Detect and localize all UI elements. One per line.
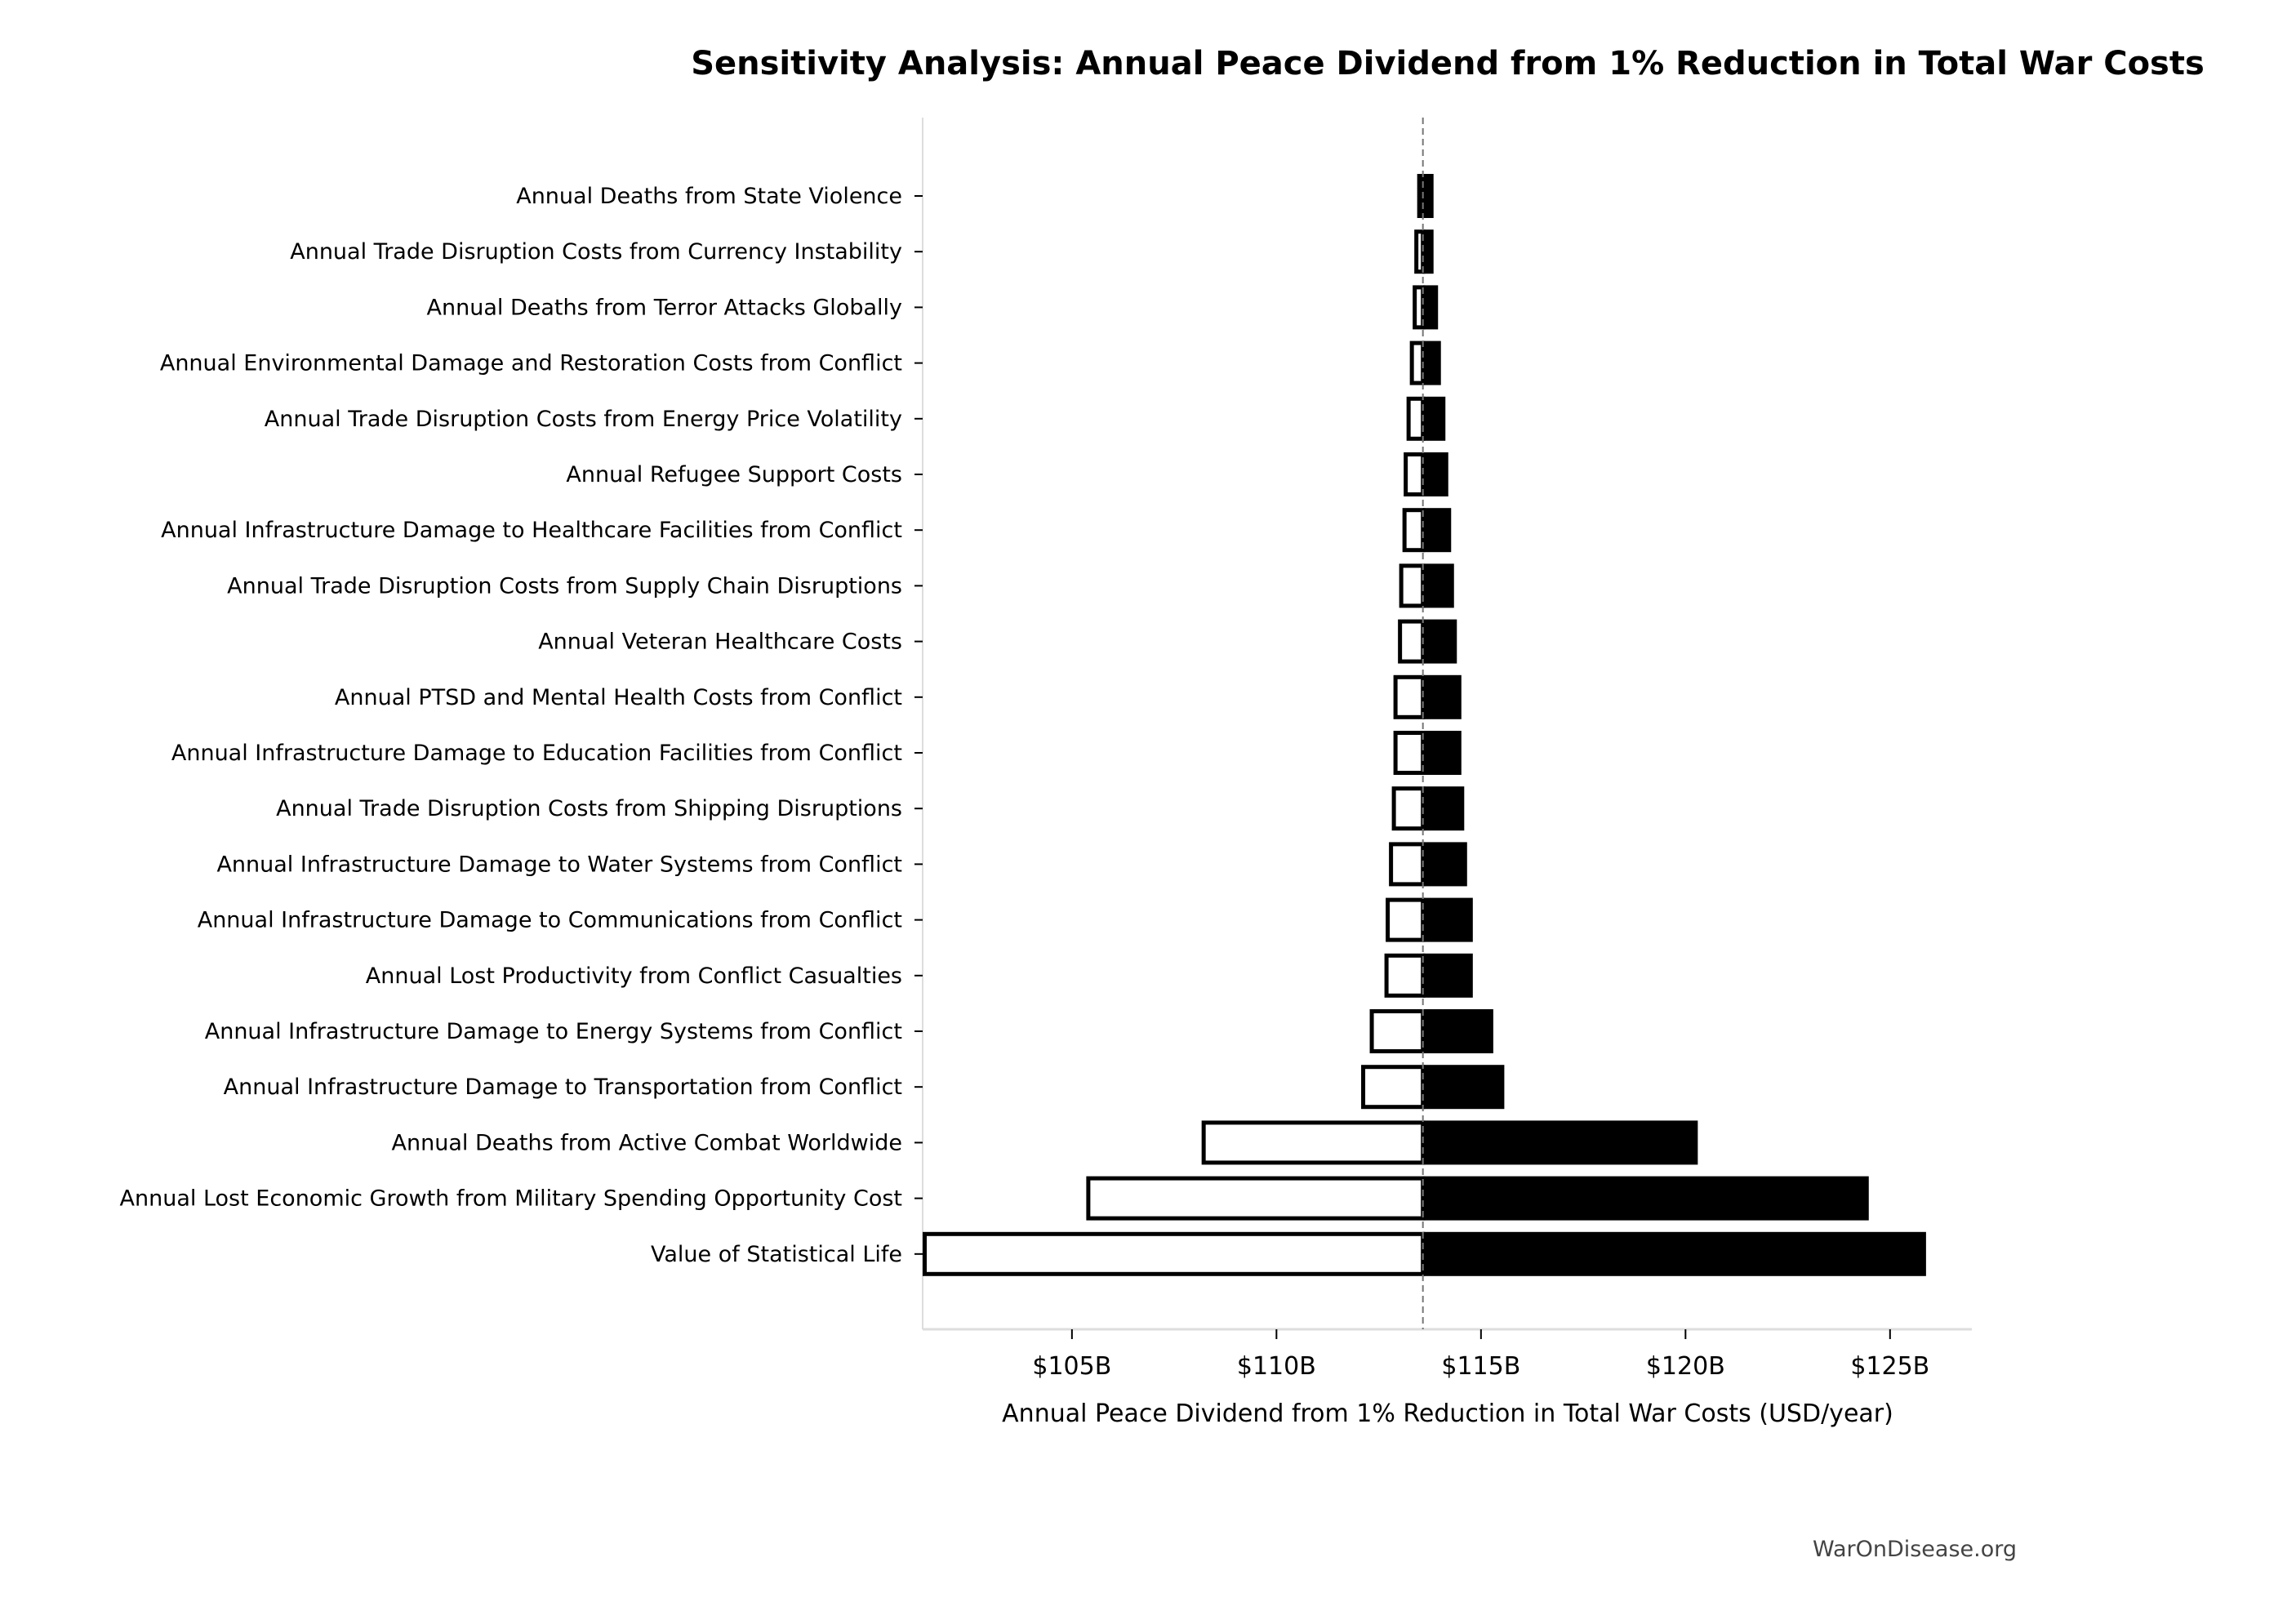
bar-high: [1422, 340, 1441, 385]
bar-high: [1422, 674, 1462, 719]
y-tick-label: Annual Deaths from Active Combat Worldwi…: [392, 1130, 902, 1155]
bar-low: [1391, 786, 1426, 831]
bar-low: [1389, 842, 1426, 887]
y-tick-label: Value of Statistical Life: [651, 1242, 902, 1267]
y-tick-label: Annual Infrastructure Damage to Transpor…: [224, 1075, 902, 1100]
y-tick-label: Annual Deaths from Terror Attacks Global…: [427, 295, 902, 320]
bar-low: [1398, 619, 1426, 664]
bar-high: [1422, 1176, 1869, 1221]
bar-low: [1399, 563, 1426, 608]
y-tick-label: Annual Trade Disruption Costs from Shipp…: [276, 796, 902, 821]
bar-low: [1086, 1176, 1426, 1221]
bar-low: [1369, 1009, 1426, 1053]
bar-low: [1384, 953, 1426, 998]
y-tick-label: Annual Infrastructure Damage to Educatio…: [171, 741, 902, 766]
bar-low: [1402, 508, 1426, 553]
bar-high: [1422, 1120, 1698, 1165]
bar-low: [1201, 1120, 1426, 1165]
y-tick-label: Annual Infrastructure Damage to Healthca…: [161, 518, 902, 543]
x-tick-label: $125B: [1850, 1352, 1929, 1381]
x-tick-label: $120B: [1646, 1352, 1725, 1381]
y-tick-label: Annual Refugee Support Costs: [566, 462, 902, 487]
bar-low: [1361, 1065, 1426, 1110]
bar-high: [1422, 396, 1446, 441]
x-axis-label: Annual Peace Dividend from 1% Reduction …: [1002, 1400, 1893, 1428]
bar-high: [1422, 842, 1467, 887]
bar-high: [1422, 1009, 1493, 1053]
bar-high: [1422, 786, 1465, 831]
bar-high: [1422, 174, 1434, 218]
bar-high: [1422, 897, 1473, 942]
bar-low: [1406, 396, 1426, 441]
y-tick-label: Annual Lost Economic Growth from Militar…: [120, 1186, 902, 1212]
x-tick-label: $115B: [1441, 1352, 1520, 1381]
y-tick-label: Annual Veteran Healthcare Costs: [538, 630, 902, 655]
bar-high: [1422, 229, 1434, 274]
bar-low: [1393, 674, 1426, 719]
y-tick-label: Annual PTSD and Mental Health Costs from…: [335, 685, 902, 710]
y-tick-label: Annual Infrastructure Damage to Energy S…: [205, 1019, 902, 1044]
bar-low: [1409, 340, 1426, 385]
bar-low: [1414, 229, 1426, 274]
watermark: WarOnDisease.org: [1813, 1537, 2017, 1562]
bar-high: [1422, 508, 1452, 553]
bar-low: [1393, 731, 1426, 775]
bar-high: [1422, 1231, 1926, 1276]
y-tick-label: Annual Infrastructure Damage to Communic…: [198, 908, 902, 933]
chart-title: Sensitivity Analysis: Annual Peace Divid…: [691, 45, 2205, 82]
x-tick-label: $105B: [1032, 1352, 1111, 1381]
y-tick-label: Annual Infrastructure Damage to Water Sy…: [216, 852, 902, 877]
y-tick-label: Annual Lost Productivity from Conflict C…: [366, 963, 902, 989]
bar-high: [1422, 1065, 1505, 1110]
bar-low: [923, 1231, 1426, 1276]
bar-low: [1386, 897, 1426, 942]
y-tick-label: Annual Deaths from State Violence: [516, 184, 902, 209]
bar-high: [1422, 452, 1448, 496]
plot-area: Annual Deaths from State Violence Annual …: [120, 118, 1972, 1381]
bar-high: [1422, 731, 1462, 775]
bar-high: [1422, 619, 1457, 664]
bar-low: [1413, 285, 1426, 330]
bar-high: [1422, 285, 1439, 330]
y-tick-label: Annual Environmental Damage and Restorat…: [160, 351, 902, 376]
y-tick-label: Annual Trade Disruption Costs from Energ…: [265, 407, 902, 432]
y-tick-label: Annual Trade Disruption Costs from Suppl…: [227, 573, 902, 599]
x-tick-label: $110B: [1237, 1352, 1316, 1381]
y-tick-label: Annual Trade Disruption Costs from Curre…: [290, 239, 902, 265]
bar-low: [1404, 452, 1426, 496]
bar-high: [1422, 953, 1473, 998]
bar-high: [1422, 563, 1454, 608]
